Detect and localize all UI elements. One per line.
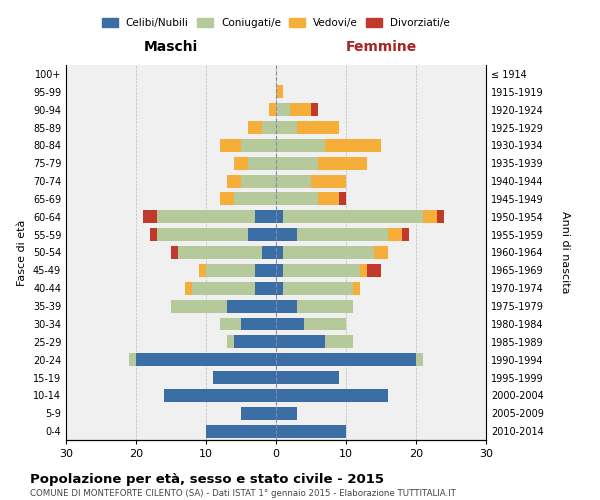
Bar — [276, 103, 290, 116]
Bar — [157, 228, 248, 241]
Bar — [374, 246, 388, 259]
Bar — [283, 210, 423, 223]
Bar — [276, 407, 297, 420]
Bar — [318, 157, 367, 170]
Bar — [255, 282, 276, 294]
Bar — [262, 246, 276, 259]
Bar — [241, 318, 276, 330]
Bar — [220, 192, 234, 205]
Y-axis label: Fasce di età: Fasce di età — [17, 220, 27, 286]
Bar — [353, 282, 360, 294]
Bar — [388, 228, 402, 241]
Bar — [276, 210, 283, 223]
Bar — [248, 121, 262, 134]
Bar — [143, 210, 157, 223]
Bar — [325, 139, 381, 152]
Bar — [248, 157, 276, 170]
Bar — [234, 336, 276, 348]
Bar — [276, 336, 325, 348]
Bar — [276, 157, 318, 170]
Text: Femmine: Femmine — [346, 40, 416, 54]
Bar — [206, 264, 255, 277]
Bar — [416, 353, 423, 366]
Bar — [185, 282, 192, 294]
Y-axis label: Anni di nascita: Anni di nascita — [560, 211, 571, 294]
Bar — [297, 121, 339, 134]
Bar — [150, 228, 157, 241]
Bar — [192, 282, 255, 294]
Bar — [206, 424, 276, 438]
Bar — [171, 246, 178, 259]
Bar — [276, 424, 346, 438]
Bar — [241, 407, 276, 420]
Bar — [276, 139, 325, 152]
Bar — [220, 139, 241, 152]
Bar — [241, 139, 276, 152]
Bar — [367, 264, 381, 277]
Bar — [276, 389, 388, 402]
Bar — [283, 246, 374, 259]
Bar — [136, 353, 276, 366]
Bar — [220, 318, 241, 330]
Bar — [262, 121, 276, 134]
Bar — [276, 371, 339, 384]
Bar — [178, 246, 262, 259]
Bar — [339, 192, 346, 205]
Text: COMUNE DI MONTEFORTE CILENTO (SA) - Dati ISTAT 1° gennaio 2015 - Elaborazione TU: COMUNE DI MONTEFORTE CILENTO (SA) - Dati… — [30, 489, 456, 498]
Bar — [157, 210, 255, 223]
Bar — [297, 300, 353, 312]
Bar — [318, 192, 339, 205]
Bar — [241, 174, 276, 188]
Bar — [297, 228, 388, 241]
Bar — [276, 228, 297, 241]
Bar — [255, 264, 276, 277]
Bar — [276, 264, 283, 277]
Bar — [269, 103, 276, 116]
Bar — [276, 282, 283, 294]
Bar — [276, 174, 311, 188]
Bar — [276, 86, 283, 98]
Bar — [423, 210, 437, 223]
Bar — [276, 318, 304, 330]
Bar — [311, 174, 346, 188]
Bar — [227, 300, 276, 312]
Bar — [276, 353, 416, 366]
Bar — [276, 192, 318, 205]
Bar — [213, 371, 276, 384]
Bar — [248, 228, 276, 241]
Bar — [360, 264, 367, 277]
Bar — [402, 228, 409, 241]
Bar — [283, 282, 353, 294]
Bar — [171, 300, 227, 312]
Text: Popolazione per età, sesso e stato civile - 2015: Popolazione per età, sesso e stato civil… — [30, 472, 384, 486]
Bar — [234, 192, 276, 205]
Bar — [199, 264, 206, 277]
Bar — [276, 300, 297, 312]
Bar — [276, 121, 297, 134]
Text: Maschi: Maschi — [144, 40, 198, 54]
Bar — [311, 103, 318, 116]
Bar — [255, 210, 276, 223]
Bar — [276, 246, 283, 259]
Bar — [129, 353, 136, 366]
Bar — [227, 174, 241, 188]
Bar — [234, 157, 248, 170]
Bar — [325, 336, 353, 348]
Bar — [164, 389, 276, 402]
Bar — [304, 318, 346, 330]
Bar — [283, 264, 360, 277]
Bar — [290, 103, 311, 116]
Legend: Celibi/Nubili, Coniugati/e, Vedovi/e, Divorziati/e: Celibi/Nubili, Coniugati/e, Vedovi/e, Di… — [98, 14, 454, 32]
Bar — [227, 336, 234, 348]
Bar — [437, 210, 444, 223]
